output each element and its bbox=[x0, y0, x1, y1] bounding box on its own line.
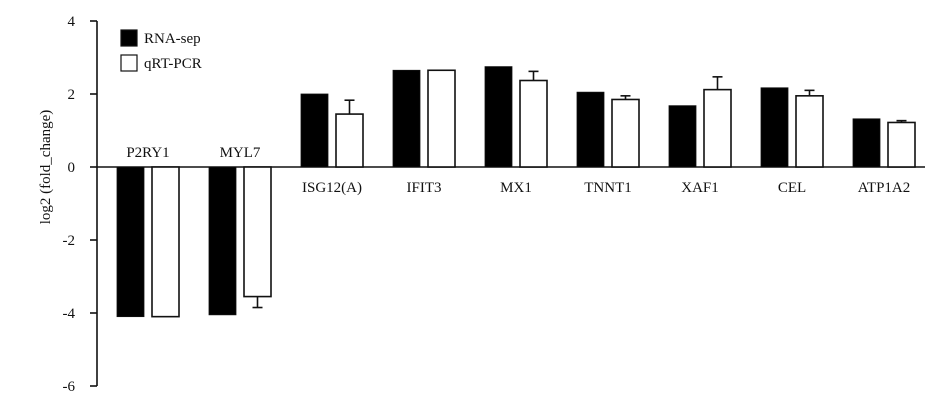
legend-label: qRT-PCR bbox=[144, 56, 202, 72]
bar-rna-sep-mx1 bbox=[484, 66, 513, 168]
bar-rna-sep-p2ry1 bbox=[116, 166, 145, 318]
legend: RNA-sep qRT-PCR bbox=[120, 29, 202, 72]
category-label: TNNT1 bbox=[584, 180, 632, 196]
bar-rna-sep-cel bbox=[760, 87, 789, 168]
y-axis-title: log2 (fold_change) bbox=[38, 110, 54, 225]
legend-label: RNA-sep bbox=[144, 31, 201, 47]
bar-qrt-pcr-mx1 bbox=[519, 79, 548, 168]
category-label: XAF1 bbox=[681, 180, 719, 196]
bar-qrt-pcr-myl7 bbox=[243, 166, 272, 298]
bar-qrt-pcr-atp1a2 bbox=[887, 121, 916, 168]
y-tick-label: 2 bbox=[68, 87, 76, 103]
y-tick-label: -4 bbox=[63, 306, 76, 322]
y-tick-label: 4 bbox=[68, 14, 76, 30]
bar-rna-sep-xaf1 bbox=[668, 105, 697, 168]
category-label: MYL7 bbox=[220, 145, 261, 161]
bar-qrt-pcr-p2ry1 bbox=[151, 166, 180, 318]
bar-rna-sep-isg12a bbox=[300, 93, 329, 168]
bar-qrt-pcr-tnnt1 bbox=[611, 98, 640, 168]
category-label: MX1 bbox=[500, 180, 532, 196]
legend-swatch bbox=[120, 29, 138, 47]
legend-swatch bbox=[120, 54, 138, 72]
category-label: ISG12(A) bbox=[302, 180, 362, 196]
bar-rna-sep-tnnt1 bbox=[576, 91, 605, 168]
y-tick-label: -6 bbox=[63, 379, 76, 395]
bar-qrt-pcr-cel bbox=[795, 95, 824, 168]
bar-rna-sep-myl7 bbox=[208, 166, 237, 316]
category-label: IFIT3 bbox=[407, 180, 442, 196]
bar-rna-sep-atp1a2 bbox=[852, 118, 881, 168]
category-label: CEL bbox=[778, 180, 806, 196]
bar-qrt-pcr-xaf1 bbox=[703, 88, 732, 168]
bar-rna-sep-ifit3 bbox=[392, 69, 421, 168]
bar-qrt-pcr-ifit3 bbox=[427, 69, 456, 168]
bar-qrt-pcr-isg12a bbox=[335, 113, 364, 168]
bars bbox=[116, 66, 916, 318]
y-tick-label: 0 bbox=[68, 160, 76, 176]
y-tick-label: -2 bbox=[63, 233, 76, 249]
category-labels: P2RY1 MYL7 ISG12(A) IFIT3 MX1 TNNT1 XAF1 CEL ATP… bbox=[126, 145, 910, 196]
category-label: P2RY1 bbox=[126, 145, 169, 161]
category-label: ATP1A2 bbox=[858, 180, 911, 196]
